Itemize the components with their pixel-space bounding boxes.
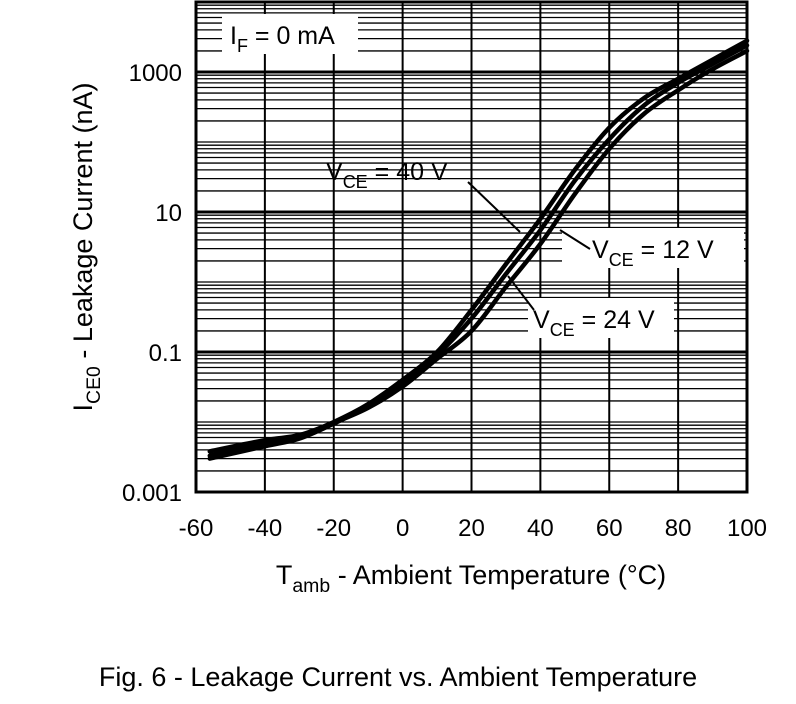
series-curve-24v <box>207 48 750 458</box>
x-tick-label: 60 <box>596 515 623 542</box>
x-tick-label: 0 <box>396 515 409 542</box>
figure-caption: Fig. 6 - Leakage Current vs. Ambient Tem… <box>98 662 698 692</box>
x-tick-label: -40 <box>248 515 283 542</box>
leader-line-24v <box>507 275 535 311</box>
series-label-12v: VCE = 12 V <box>592 236 714 270</box>
y-tick-label: 10 <box>155 200 182 227</box>
x-tick-label: 20 <box>458 515 485 542</box>
labels: -60 -40 -20 0 20 40 60 80 100 0.001 0.1 10 1000 Tamb … <box>68 14 767 597</box>
x-axis-title: Tamb - Ambient Temperature (°C) <box>276 560 666 597</box>
leader-line-12v <box>559 229 591 250</box>
leader-line-40v <box>467 181 521 233</box>
series-label-24v: VCE = 24 V <box>533 306 655 340</box>
label-bg-24v <box>528 298 674 338</box>
y-axis-title: ICE0 - Leakage Current (nA) <box>68 83 105 412</box>
x-tick-label: 40 <box>527 515 554 542</box>
y-tick-label: 0.1 <box>149 340 182 367</box>
condition-label-bg <box>222 14 358 54</box>
y-tick-label: 0.001 <box>122 480 182 507</box>
plot-frame <box>194 0 749 494</box>
series-curves <box>207 38 750 461</box>
series-label-40v: VCE = 40 V <box>326 158 448 192</box>
condition-label: IF = 0 mA <box>230 22 335 56</box>
x-tick-label: 100 <box>727 515 767 542</box>
x-tick-label: -60 <box>179 515 214 542</box>
leakage-current-chart: -60 -40 -20 0 20 40 60 80 100 0.001 0.1 10 1000 Tamb … <box>68 0 767 597</box>
label-bg-12v <box>562 228 744 268</box>
x-tick-label: 80 <box>665 515 692 542</box>
y-tick-label: 1000 <box>129 60 182 87</box>
x-tick-label: -20 <box>316 515 351 542</box>
